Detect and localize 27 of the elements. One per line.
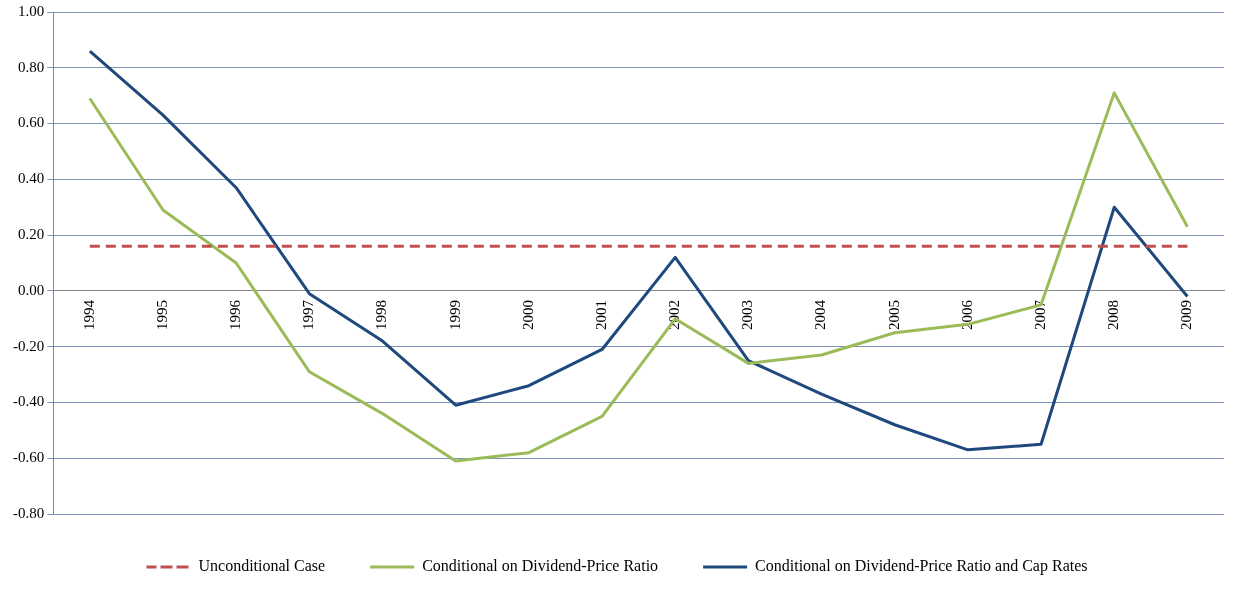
legend-label: Conditional on Dividend-Price Ratio bbox=[422, 557, 659, 575]
legend-label: Unconditional Case bbox=[198, 557, 326, 575]
x-tick-label: 1995 bbox=[153, 299, 170, 330]
x-tick-label: 1998 bbox=[373, 299, 390, 330]
x-tick-label: 2008 bbox=[1105, 299, 1122, 330]
y-tick-label: 0.00 bbox=[18, 281, 45, 298]
y-tick-label: -0.60 bbox=[13, 449, 45, 466]
y-tick-label: 0.60 bbox=[18, 114, 45, 131]
y-tick-label: -0.80 bbox=[13, 504, 45, 521]
x-tick-label: 2001 bbox=[592, 299, 609, 330]
x-tick-label: 2005 bbox=[885, 299, 902, 330]
x-tick-label: 2003 bbox=[739, 299, 756, 330]
y-tick-label: 0.80 bbox=[18, 58, 45, 75]
x-tick-label: 1996 bbox=[227, 299, 244, 330]
x-tick-label: 2004 bbox=[812, 299, 829, 330]
x-tick-label: 1994 bbox=[80, 299, 97, 330]
y-tick-label: -0.40 bbox=[13, 393, 45, 410]
x-tick-label: 2007 bbox=[1032, 299, 1049, 330]
x-tick-label: 2000 bbox=[519, 299, 536, 330]
legend-label: Conditional on Dividend-Price Ratio and Cap Rates bbox=[755, 557, 1088, 576]
x-tick-label: 1999 bbox=[446, 299, 463, 330]
y-tick-label: 0.20 bbox=[18, 226, 45, 243]
y-tick-label: 0.40 bbox=[18, 170, 45, 187]
y-tick-label: -0.20 bbox=[13, 337, 45, 354]
x-tick-label: 1997 bbox=[300, 299, 317, 330]
y-tick-label: 1.00 bbox=[18, 2, 45, 19]
x-tick-label: 2009 bbox=[1178, 299, 1195, 330]
